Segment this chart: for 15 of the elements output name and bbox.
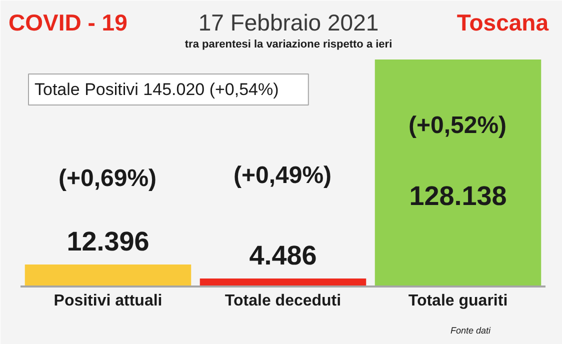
source-note: Fonte dati (450, 326, 492, 336)
annotation: (+0,52%) (408, 112, 507, 139)
data-label: 4.486 (249, 240, 317, 271)
x-tick-label: Positivi attuali (54, 292, 162, 310)
x-tick-label: Totale deceduti (224, 292, 342, 310)
annotation: (+0,49%) (233, 162, 332, 189)
data-label: 12.396 (66, 226, 150, 257)
text: Toscana (456, 10, 549, 36)
data-label: 128.138 (409, 181, 507, 212)
annotation: (+0,69%) (58, 165, 157, 192)
chart-subtitle: tra parentesi la variazione rispetto a ieri (184, 38, 392, 50)
chart-title: 17 Febbraio 2021 (198, 10, 379, 36)
annotation: Totale Positivi 145.020 (+0,54%) (34, 80, 279, 99)
x-tick-label: Totale guariti (408, 292, 508, 310)
text: COVID - 19 (8, 10, 128, 36)
